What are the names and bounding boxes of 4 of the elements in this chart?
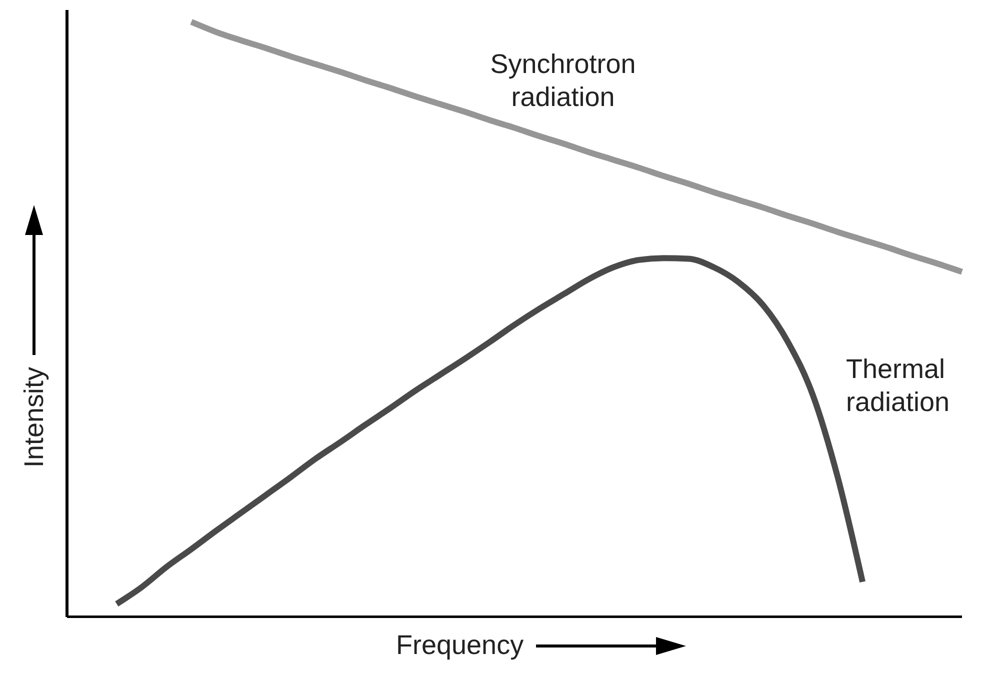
y-axis-title: Intensity bbox=[18, 367, 50, 468]
x-axis-title: Frequency bbox=[396, 630, 524, 661]
series-label: Thermal radiation bbox=[846, 353, 951, 419]
series-label: Synchrotron radiation bbox=[489, 48, 637, 114]
